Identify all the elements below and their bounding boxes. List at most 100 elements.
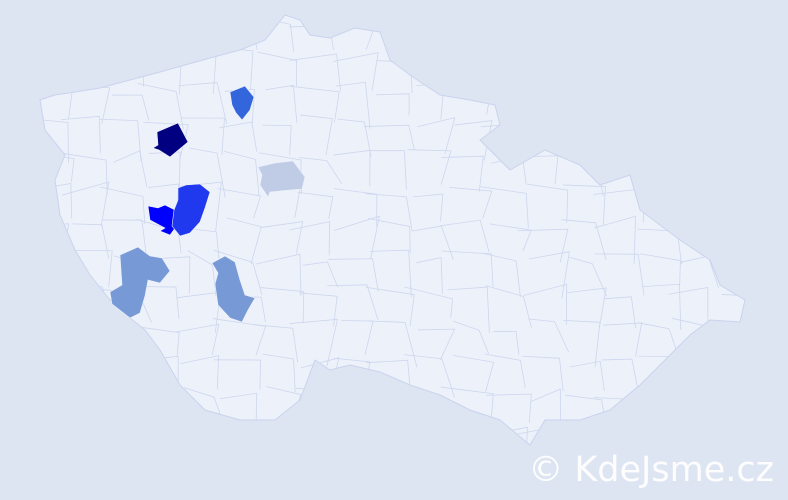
district-border xyxy=(181,426,217,445)
district-border xyxy=(180,355,220,390)
district-border xyxy=(260,287,305,324)
district-border xyxy=(752,187,788,221)
district-border xyxy=(40,283,70,330)
district-border xyxy=(521,355,564,392)
district-border xyxy=(40,351,77,392)
district-border xyxy=(40,46,65,86)
district-border xyxy=(756,226,785,264)
district-border xyxy=(412,225,454,260)
district-border xyxy=(138,428,185,445)
district-border xyxy=(713,216,745,260)
district-border xyxy=(178,82,228,124)
highlighted-districts xyxy=(109,85,306,323)
highlighted-district[interactable] xyxy=(257,160,306,198)
district-border xyxy=(219,392,258,421)
district-border xyxy=(593,84,646,129)
district-border xyxy=(40,425,73,445)
district-border xyxy=(530,155,559,185)
district-border xyxy=(527,183,569,223)
district-border xyxy=(454,120,493,161)
district-border xyxy=(482,252,521,297)
district-border xyxy=(265,84,298,124)
district-border xyxy=(528,318,569,353)
district-border xyxy=(595,57,640,87)
district-border xyxy=(482,23,532,60)
district-border xyxy=(711,46,745,89)
district-border xyxy=(63,47,112,81)
district-border xyxy=(746,318,788,364)
district-border xyxy=(297,191,334,220)
district-border xyxy=(417,423,455,445)
district-border xyxy=(750,252,788,288)
district-border xyxy=(212,318,267,356)
district-border xyxy=(144,15,190,62)
district-border xyxy=(523,283,568,325)
district-border xyxy=(416,256,443,294)
district-border xyxy=(113,150,148,187)
district-border xyxy=(224,150,260,196)
district-border xyxy=(643,48,683,90)
district-border xyxy=(365,193,413,232)
district-border xyxy=(641,283,682,330)
district-border xyxy=(71,249,113,288)
district-border xyxy=(40,117,69,164)
district-border xyxy=(412,193,444,222)
district-border xyxy=(137,286,180,320)
district-border xyxy=(105,420,152,445)
district-border xyxy=(566,287,607,329)
district-border xyxy=(225,419,266,445)
district-border xyxy=(219,121,258,152)
highlighted-district[interactable] xyxy=(211,255,256,323)
district-border xyxy=(440,386,494,426)
district-border xyxy=(595,119,644,150)
district-border xyxy=(98,329,146,355)
district-border xyxy=(754,353,788,391)
district-border xyxy=(668,116,712,149)
district-border xyxy=(99,186,146,225)
district-border xyxy=(262,353,296,393)
district-border xyxy=(335,81,371,129)
district-border xyxy=(137,395,185,430)
district-border xyxy=(637,322,680,360)
district-border xyxy=(61,322,113,359)
district-border xyxy=(328,258,379,292)
district-border xyxy=(375,428,412,445)
district-border xyxy=(675,196,719,230)
district-border xyxy=(417,328,456,360)
highlighted-district[interactable] xyxy=(171,183,211,237)
district-border xyxy=(517,114,563,152)
district-border xyxy=(255,253,302,296)
highlighted-district[interactable] xyxy=(109,246,171,319)
district-border xyxy=(569,257,607,297)
district-border xyxy=(745,12,788,48)
district-border xyxy=(40,253,63,290)
district-border xyxy=(569,360,605,391)
district-border xyxy=(327,420,378,445)
district-border xyxy=(108,356,151,388)
district-border xyxy=(253,324,299,363)
district-border xyxy=(40,387,66,435)
district-border xyxy=(262,124,292,156)
district-border xyxy=(553,117,603,164)
district-border xyxy=(717,355,745,395)
highlighted-district[interactable] xyxy=(152,122,189,158)
district-border xyxy=(289,318,338,367)
district-border xyxy=(101,219,147,253)
highlighted-district[interactable] xyxy=(229,85,255,121)
district-border xyxy=(61,115,101,154)
district-border xyxy=(187,250,217,297)
district-border xyxy=(74,351,114,392)
district-border xyxy=(367,150,407,190)
district-border xyxy=(40,319,72,366)
district-border xyxy=(720,252,745,293)
highlighted-district[interactable] xyxy=(147,204,179,236)
district-border xyxy=(553,79,603,116)
district-border xyxy=(299,292,338,327)
district-border xyxy=(213,359,262,390)
district-border xyxy=(452,354,495,392)
district-border xyxy=(376,93,410,116)
district-border xyxy=(71,385,108,430)
district-border xyxy=(176,323,220,356)
district-border xyxy=(517,228,569,263)
